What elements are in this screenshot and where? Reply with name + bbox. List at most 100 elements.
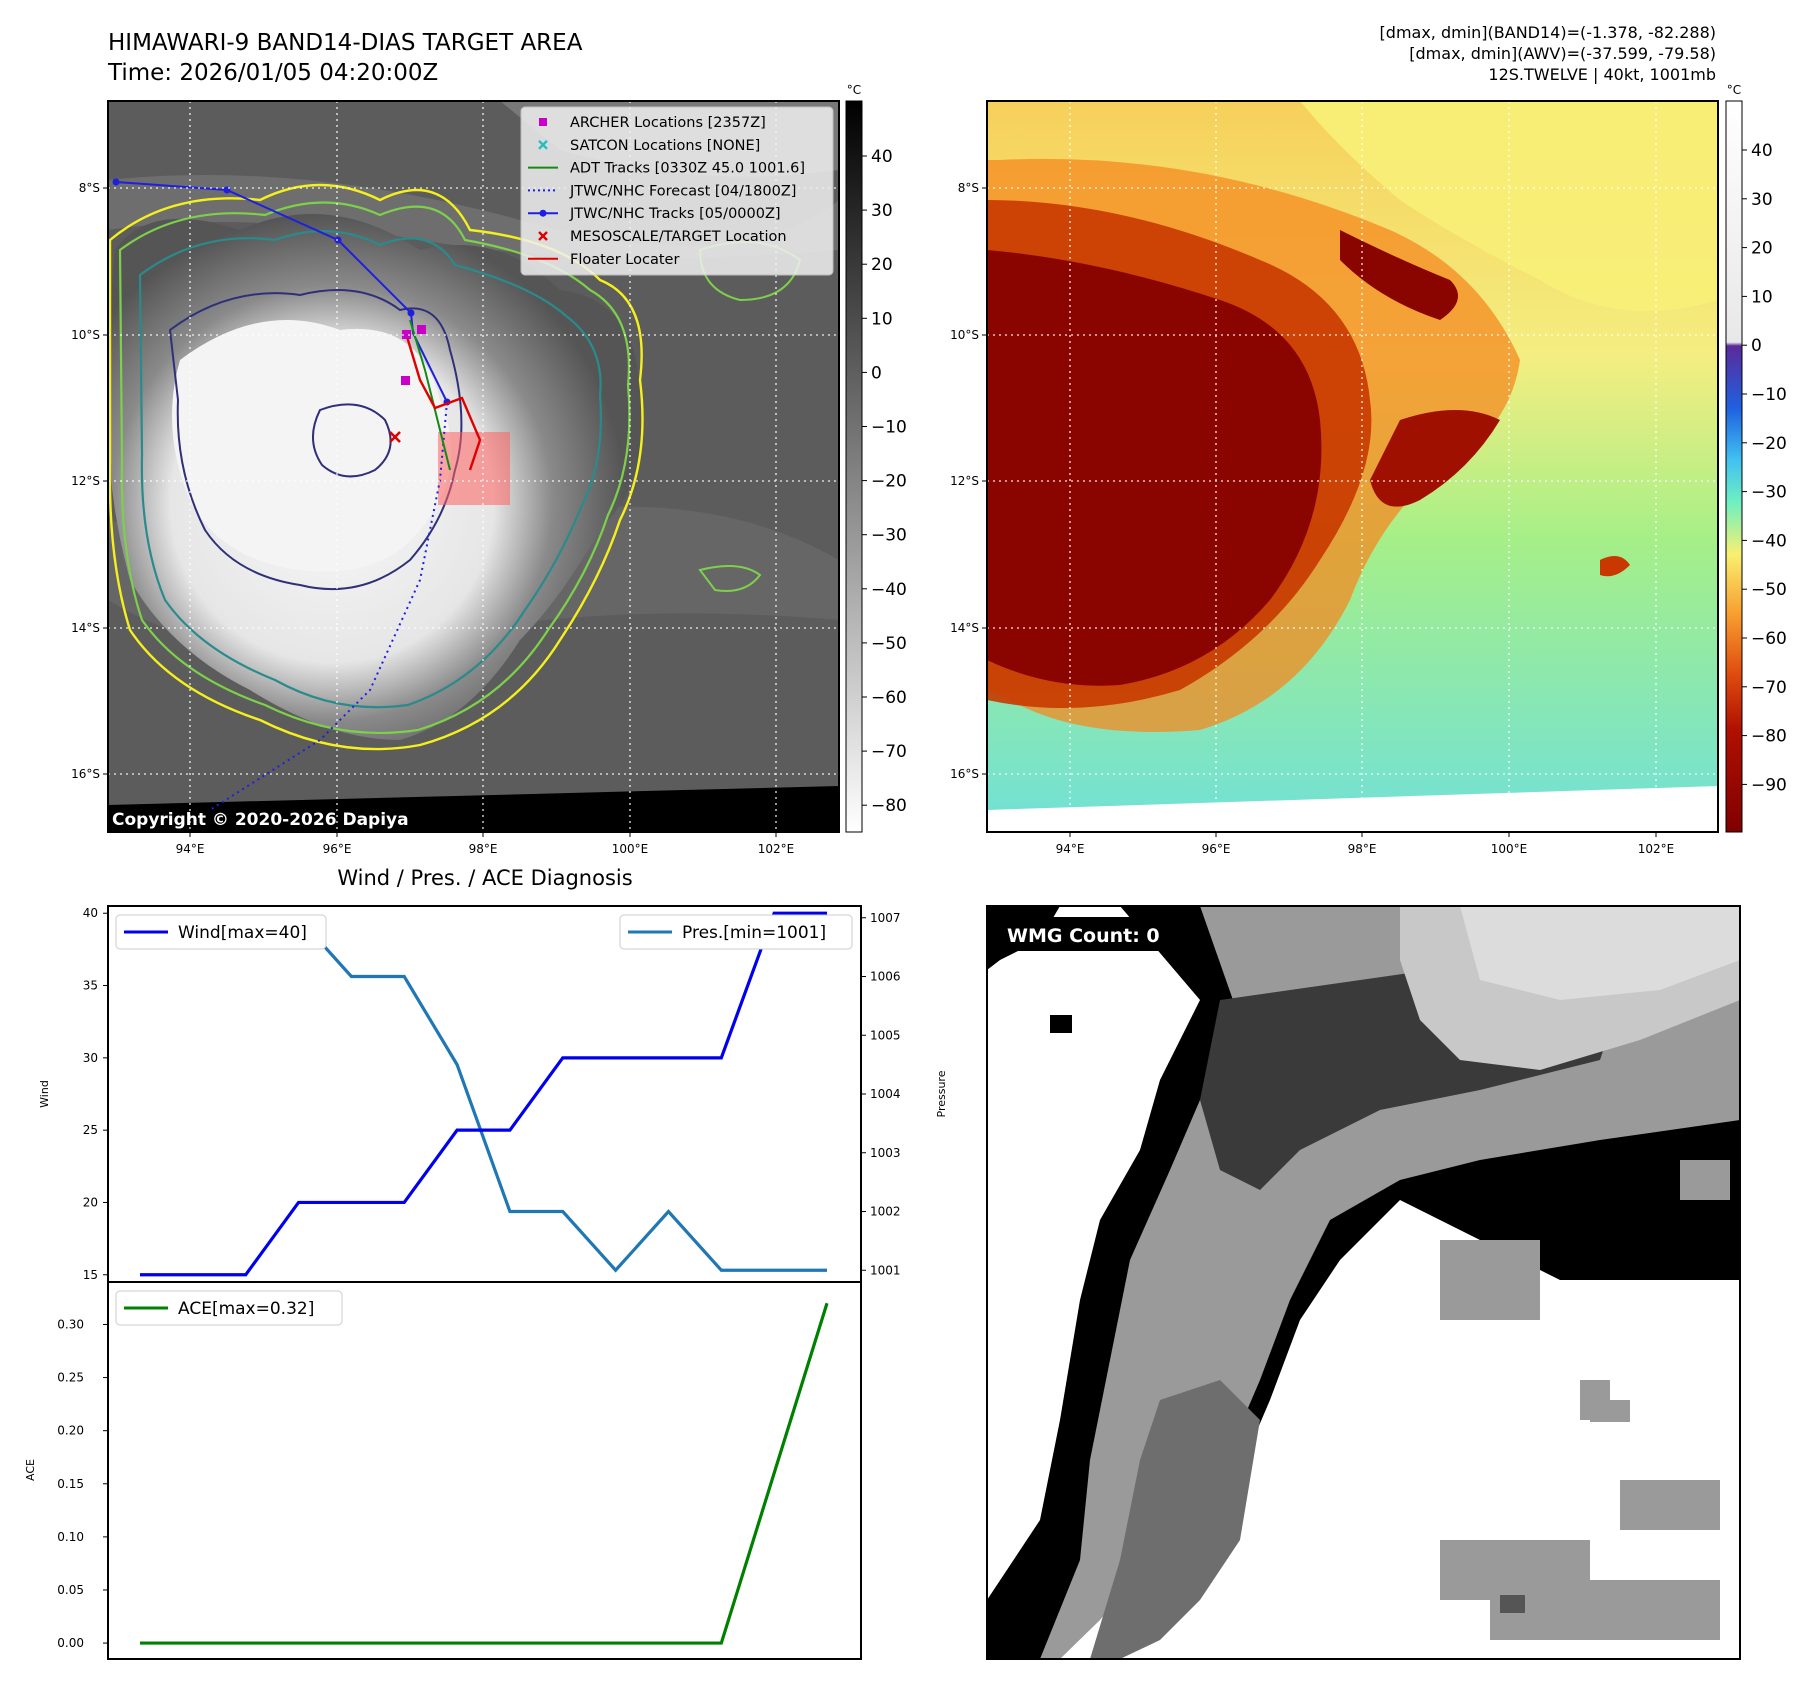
legend-x-marker: [538, 231, 548, 241]
ir-colorbar-tick-label: −30: [871, 526, 907, 546]
ace-legend-box: [115, 1290, 343, 1326]
wind-ytick-label: 20: [83, 1195, 98, 1209]
awv-colorbar-tick-label: −10: [1751, 385, 1787, 405]
awv-colorbar-tick-label: 10: [1751, 287, 1773, 307]
ir-colorbar-tick-label: 10: [871, 309, 893, 329]
legend-label: MESOSCALE/TARGET Location: [570, 229, 787, 245]
diagnosis-panel: Wind / Pres. / ACE Diagnosis 40 35 30 25 20 1…: [24, 866, 948, 1660]
awv-colorbar-tick-label: 30: [1751, 190, 1773, 210]
wmg-panel: WMG Count: 0: [986, 905, 1741, 1660]
wind-ytick-label: 15: [83, 1268, 98, 1282]
awv-colorbar-tick-label: −80: [1751, 727, 1787, 747]
awv-colorbar-tick-label: −70: [1751, 678, 1787, 698]
awv-lon-tick-label: 102°E: [1638, 842, 1675, 856]
ir-lon-tick-label: 96°E: [323, 842, 352, 856]
ir-colorbar-unit: °C: [847, 83, 861, 97]
ace-ytick-label: 0.30: [57, 1317, 84, 1331]
awv-colorbar-tick-label: −90: [1751, 775, 1787, 795]
ir-map-panel: Copyright © 2020-2026 Dapiya ARCHER Loca…: [71, 83, 907, 856]
legend-square-marker: [539, 118, 547, 126]
ir-lon-tick-label: 98°E: [469, 842, 498, 856]
legend-label: Floater Locater: [570, 252, 679, 268]
ir-colorbar-tick-label: −50: [871, 634, 907, 654]
legend-label: ARCHER Locations [2357Z]: [570, 115, 766, 131]
awv-lat-tick-label: 14°S: [950, 621, 979, 635]
ace-axes: [107, 1281, 862, 1660]
ir-colorbar: [845, 100, 863, 833]
ace-ytick-label: 0.00: [57, 1636, 84, 1650]
ir-lat-tick-label: 10°S: [71, 328, 100, 342]
pressure-ytick-label: 1003: [870, 1146, 901, 1160]
legend-label: JTWC/NHC Tracks [05/0000Z]: [569, 206, 781, 222]
ir-colorbar-tick-label: 0: [871, 363, 882, 383]
pressure-ytick-label: 1004: [870, 1087, 901, 1101]
ir-colorbar-tick-label: −20: [871, 472, 907, 492]
pressure-ytick-label: 1006: [870, 970, 901, 984]
awv-map-image: [987, 101, 1718, 832]
pressure-ytick-label: 1002: [870, 1205, 901, 1219]
awv-colorbar-tick-label: −30: [1751, 483, 1787, 503]
wmg-label-box: [999, 917, 1179, 951]
wind-ytick-label: 25: [83, 1123, 98, 1137]
awv-colorbar-tick-label: −60: [1751, 629, 1787, 649]
ir-lat-tick-label: 16°S: [71, 767, 100, 781]
legend-x-marker: [538, 139, 548, 150]
ir-lat-tick-label: 14°S: [71, 621, 100, 635]
awv-lon-tick-label: 100°E: [1491, 842, 1528, 856]
awv-lat-tick-label: 8°S: [958, 181, 979, 195]
ace-series-line: [140, 1302, 829, 1645]
wind-ytick-label: 30: [83, 1051, 98, 1065]
legend-label: ADT Tracks [0330Z 45.0 1001.6]: [570, 161, 805, 177]
awv-lat-tick-label: 16°S: [950, 767, 979, 781]
wind-pressure-axes: [107, 905, 862, 1283]
ir-colorbar-tick-label: 20: [871, 255, 893, 275]
legend-dot-marker: [539, 209, 547, 217]
legend-label: SATCON Locations [NONE]: [570, 138, 760, 154]
ir-map-legend: ARCHER Locations [2357Z] SATCON Locations…: [520, 106, 834, 276]
ir-colorbar-tick-label: −40: [871, 580, 907, 600]
wind-legend-label: Wind[max=40]: [178, 923, 307, 943]
ir-lat-tick-label: 8°S: [79, 181, 100, 195]
awv-lon-tick-label: 94°E: [1056, 842, 1085, 856]
ace-ytick-label: 0.10: [57, 1530, 84, 1544]
awv-lon-tick-label: 96°E: [1202, 842, 1231, 856]
ir-colorbar-tick-label: −10: [871, 418, 907, 438]
awv-colorbar-unit: °C: [1727, 83, 1741, 97]
awv-colorbar-tick-label: 0: [1751, 336, 1762, 356]
ir-lon-tick-label: 102°E: [758, 842, 795, 856]
pressure-ytick-label: 1001: [870, 1263, 901, 1277]
ir-colorbar-tick-label: 40: [871, 147, 893, 167]
copyright-text: Copyright © 2020-2026 Dapiya: [112, 810, 409, 830]
ir-lon-tick-label: 94°E: [176, 842, 205, 856]
awv-lon-tick-label: 98°E: [1348, 842, 1377, 856]
awv-lat-tick-label: 10°S: [950, 328, 979, 342]
legend-label: JTWC/NHC Forecast [04/1800Z]: [569, 183, 796, 199]
ir-lon-tick-label: 100°E: [612, 842, 649, 856]
figure-title: HIMAWARI-9 BAND14-DIAS TARGET AREA: [108, 30, 583, 56]
wind-legend-box: [115, 914, 327, 950]
awv-colorbar-tick-label: −40: [1751, 531, 1787, 551]
ir-colorbar-tick-label: −70: [871, 742, 907, 762]
ir-lat-tick-label: 12°S: [71, 474, 100, 488]
awv-colorbar-tick-label: 40: [1751, 141, 1773, 161]
awv-colorbar-tick-label: −50: [1751, 580, 1787, 600]
awv-colorbar: [1725, 100, 1743, 833]
ace-ytick-label: 0.05: [57, 1583, 84, 1597]
diagnosis-title: Wind / Pres. / ACE Diagnosis: [337, 866, 632, 890]
wmg-count-label: WMG Count: 0: [1007, 925, 1160, 947]
awv-lat-tick-label: 12°S: [950, 474, 979, 488]
figure-time: Time: 2026/01/05 04:20:00Z: [107, 60, 438, 86]
wind-series-line: [140, 911, 827, 1277]
wind-ytick-label: 40: [83, 906, 98, 920]
pressure-ylabel: Pressure: [935, 1070, 948, 1117]
wmg-image: [987, 906, 1740, 1659]
awv-colorbar-tick-label: 20: [1751, 239, 1773, 259]
ace-ytick-label: 0.25: [57, 1371, 84, 1385]
pressure-ytick-label: 1005: [870, 1028, 901, 1042]
awv-map-panel: 94°E 96°E 98°E 100°E 102°E 8°S 10°S 12°S 14°S 16…: [950, 83, 1787, 856]
wind-ylabel: Wind: [38, 1080, 51, 1108]
wind-ytick-label: 35: [83, 979, 98, 993]
pressure-ytick-label: 1007: [870, 911, 901, 925]
ace-ytick-label: 0.20: [57, 1424, 84, 1438]
